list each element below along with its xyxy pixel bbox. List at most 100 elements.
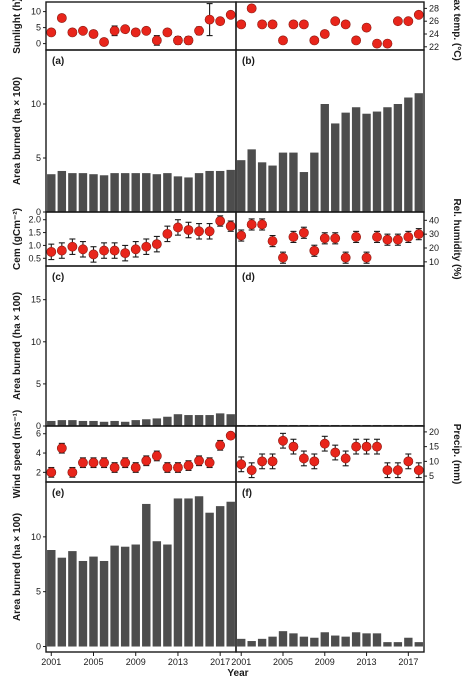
- bar: [131, 173, 140, 212]
- data-point: [204, 14, 215, 25]
- bar: [331, 635, 340, 647]
- data-point: [204, 457, 215, 468]
- data-point: [225, 221, 236, 232]
- bar: [78, 560, 88, 647]
- bar: [351, 107, 361, 212]
- y-tick-label: 5: [36, 587, 41, 597]
- data-point: [173, 35, 183, 46]
- data-point: [351, 441, 362, 452]
- y-tick-label: 5: [36, 153, 41, 163]
- x-axis: 2001 2005 2009 2013 2017 2001 2005 2009 2013 2017: [41, 652, 418, 667]
- data-point: [173, 222, 183, 233]
- y-tick-label: 5: [429, 471, 434, 481]
- data-point: [120, 24, 131, 35]
- bar: [120, 421, 130, 426]
- y-tick-label: 1.0: [28, 240, 41, 250]
- bar: [257, 162, 267, 212]
- y-tick-label: 5: [36, 23, 41, 33]
- bar: [247, 149, 256, 212]
- data-point: [403, 232, 414, 242]
- bar: [393, 104, 403, 212]
- data-point: [309, 245, 320, 256]
- bar: [184, 498, 193, 647]
- bar: [120, 173, 130, 212]
- data-point: [46, 467, 57, 478]
- bar: [237, 638, 246, 647]
- panel-label: (c): [52, 272, 64, 283]
- panel-frame: [235, 481, 425, 653]
- x-tick-label: 2009: [126, 657, 146, 667]
- data-point: [236, 19, 247, 30]
- y-tick-label: 24: [429, 29, 439, 39]
- data-point: [257, 219, 268, 230]
- bar: [237, 160, 246, 212]
- y-tick-label: 10: [31, 7, 41, 17]
- data-point: [267, 456, 278, 467]
- y-tick-label: 0: [36, 39, 41, 49]
- bar: [68, 173, 77, 212]
- data-point: [225, 430, 236, 441]
- data-point: [319, 29, 330, 39]
- panel-label: (e): [52, 488, 64, 499]
- data-point: [288, 19, 299, 30]
- data-point: [340, 19, 351, 30]
- data-point: [236, 230, 247, 241]
- data-point: [56, 443, 67, 454]
- y-axis-label: Max temp. (°C): [451, 0, 462, 61]
- bar: [289, 633, 298, 647]
- bar: [47, 550, 56, 647]
- bar: [194, 496, 204, 647]
- data-point: [309, 456, 320, 467]
- panel-label: (a): [52, 56, 64, 67]
- bar: [404, 637, 413, 647]
- data-point: [88, 249, 99, 260]
- y-tick-label: 1.5: [28, 228, 41, 238]
- bar: [383, 642, 392, 647]
- bar: [47, 420, 56, 426]
- x-tick-label: 2013: [168, 657, 188, 667]
- panel-right-top-strip: 22 24 26 28 Max temp. (°C): [235, 0, 462, 61]
- data-point: [382, 38, 393, 49]
- bar: [99, 175, 109, 212]
- data-point: [99, 245, 109, 256]
- data-point: [361, 441, 372, 452]
- bar: [89, 174, 98, 212]
- x-tick-label: 2005: [83, 657, 103, 667]
- bar: [268, 165, 277, 212]
- bar: [404, 97, 413, 212]
- bar: [110, 545, 119, 647]
- y-tick-label: 0: [36, 642, 41, 652]
- bar: [351, 632, 361, 647]
- y-tick-label: 15: [31, 295, 41, 305]
- data-point: [151, 35, 162, 46]
- data-point: [204, 226, 215, 237]
- data-point: [162, 228, 173, 239]
- data-point: [382, 465, 393, 476]
- bar: [393, 642, 403, 647]
- bar: [362, 633, 371, 647]
- data-point: [109, 462, 120, 473]
- bar: [299, 172, 309, 212]
- y-axis-label: Rel. humidity (%): [451, 198, 462, 279]
- data-point: [46, 27, 57, 38]
- bar: [89, 556, 98, 647]
- x-tick-label: 2005: [273, 657, 293, 667]
- y-tick-label: 10: [429, 257, 439, 267]
- data-point: [194, 226, 204, 237]
- x-tick-label: 2013: [357, 657, 377, 667]
- data-point: [56, 13, 67, 23]
- data-point: [194, 455, 204, 466]
- panel-left-top-strip: 0 5 10 Sunlight (h): [12, 0, 237, 54]
- bar: [268, 636, 277, 647]
- data-point: [120, 248, 131, 259]
- bar: [110, 420, 119, 426]
- y-tick-label: 0: [36, 207, 41, 217]
- bar: [152, 174, 162, 212]
- data-point: [257, 456, 268, 467]
- y-axis-label: Sunlight (h): [12, 0, 23, 54]
- data-point: [88, 457, 99, 468]
- data-point: [246, 219, 257, 230]
- bar: [278, 631, 288, 647]
- data-point: [288, 232, 299, 242]
- bar: [184, 415, 193, 426]
